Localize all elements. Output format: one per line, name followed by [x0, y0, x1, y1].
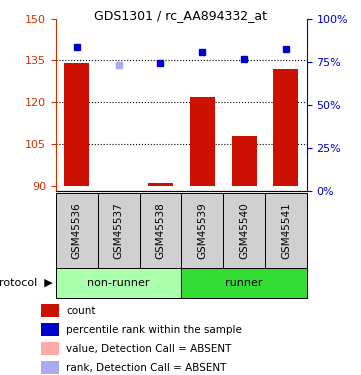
Text: GSM45538: GSM45538: [156, 202, 165, 259]
Bar: [140, 193, 181, 268]
Bar: [232, 136, 257, 186]
Bar: [148, 183, 173, 186]
Text: value, Detection Call = ABSENT: value, Detection Call = ABSENT: [66, 344, 231, 354]
Text: GSM45540: GSM45540: [239, 202, 249, 259]
Text: GDS1301 / rc_AA894332_at: GDS1301 / rc_AA894332_at: [94, 9, 267, 22]
Text: GSM45537: GSM45537: [114, 202, 124, 259]
Bar: [190, 97, 215, 186]
Bar: [273, 69, 299, 186]
Bar: [56, 268, 181, 298]
Text: GSM45541: GSM45541: [281, 202, 291, 259]
Bar: [181, 193, 223, 268]
Text: protocol  ▶: protocol ▶: [0, 278, 52, 288]
Bar: [56, 193, 98, 268]
Bar: [41, 361, 60, 374]
Bar: [41, 342, 60, 355]
Bar: [181, 268, 307, 298]
Text: GSM45536: GSM45536: [72, 202, 82, 259]
Text: runner: runner: [225, 278, 263, 288]
Bar: [223, 193, 265, 268]
Bar: [64, 63, 90, 186]
Bar: [41, 304, 60, 317]
Text: rank, Detection Call = ABSENT: rank, Detection Call = ABSENT: [66, 363, 226, 373]
Text: GSM45539: GSM45539: [197, 202, 207, 259]
Bar: [265, 193, 307, 268]
Bar: [41, 323, 60, 336]
Text: count: count: [66, 306, 96, 316]
Bar: [98, 193, 140, 268]
Text: percentile rank within the sample: percentile rank within the sample: [66, 325, 242, 334]
Text: non-runner: non-runner: [87, 278, 150, 288]
